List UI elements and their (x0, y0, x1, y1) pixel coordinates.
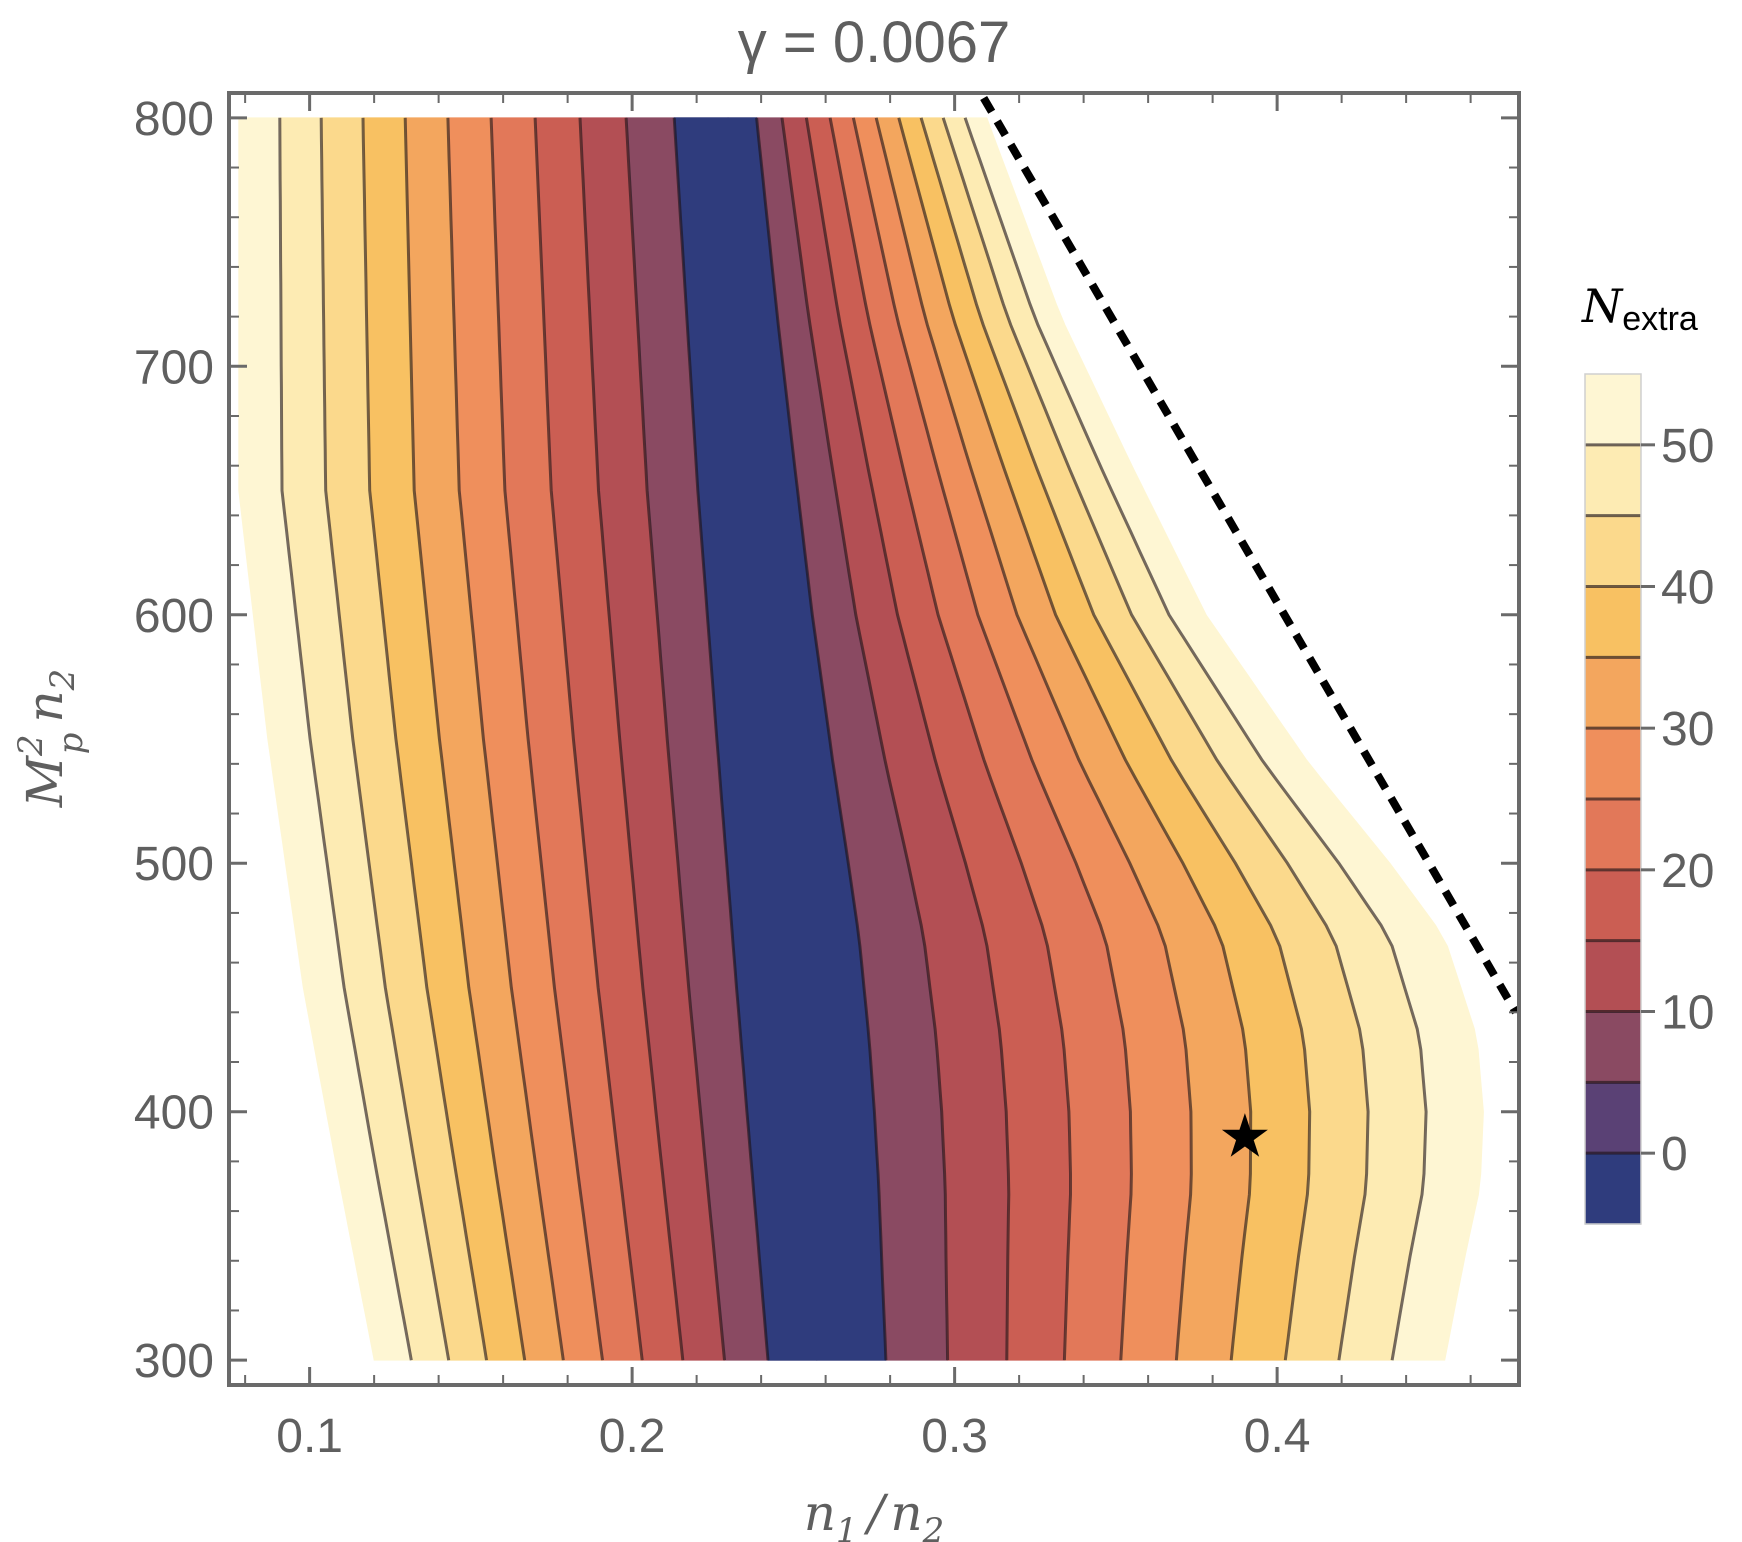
contour-left-0 (672, 117, 770, 1361)
x-label-n1: n (804, 1484, 836, 1542)
colorbar-title-N: N (1581, 279, 1624, 333)
colorbar-title-sub: extra (1622, 300, 1698, 338)
contour-left-45 (278, 117, 413, 1361)
colorbar-swatch (1585, 586, 1641, 658)
star-marker: ★ (1218, 1102, 1272, 1172)
colorbar-tick-label: 50 (1661, 420, 1714, 473)
plot-area: ★ (238, 95, 1519, 1361)
contour-right-20 (851, 117, 1133, 1361)
y-axis-ticks: 300 400 500 600 700 800 (134, 93, 1519, 1388)
colorbar-swatch (1585, 444, 1641, 517)
y-label-M: M (16, 754, 74, 808)
x-tick-label: 0.4 (1244, 1410, 1311, 1463)
y-label-sup: 2 (11, 734, 51, 757)
x-axis-label: n1/n2 (804, 1484, 945, 1542)
plot-frame (227, 91, 1521, 1387)
x-tick-label: 0.1 (276, 1410, 343, 1463)
x-tick-label: 0.2 (599, 1410, 666, 1463)
contour-bands (238, 117, 1484, 1361)
colorbar-frame (1584, 373, 1642, 1225)
contour-left-40 (319, 117, 451, 1361)
contour-left-35 (361, 117, 488, 1361)
contour-left-15 (533, 117, 644, 1361)
contour-right-45 (963, 117, 1428, 1361)
colorbar-swatch (1585, 869, 1641, 942)
colorbar-title: Nextra (1581, 279, 1698, 338)
contour-left-30 (403, 117, 527, 1361)
x-label-sub1: 1 (836, 1511, 858, 1542)
x-label-sep: / (864, 1484, 889, 1542)
y-axis-label: M2pn2 (11, 669, 91, 808)
colorbar-swatch (1585, 728, 1641, 800)
colorbar-swatch (1585, 1082, 1641, 1154)
contour-right-35 (919, 117, 1312, 1361)
dashed-constraint-line (980, 95, 1519, 1015)
colorbar-swatch (1585, 657, 1641, 729)
colorbar-swatch (1585, 799, 1641, 871)
x-label-sub2: 2 (922, 1511, 945, 1542)
contour-lines (278, 117, 1428, 1361)
contour-left-20 (489, 117, 604, 1361)
y-tick-label: 300 (134, 1335, 214, 1388)
y-tick-label: 700 (134, 341, 214, 394)
contour-right-30 (897, 117, 1253, 1361)
colorbar-tick-label: 30 (1661, 703, 1714, 756)
y-tick-label: 400 (134, 1087, 214, 1140)
x-label-n2: n (890, 1484, 922, 1542)
contour-right-15 (828, 117, 1072, 1361)
y-tick-label: 800 (134, 93, 214, 146)
colorbar: Nextra 0 10 20 30 40 50 (1581, 279, 1714, 1225)
colorbar-swatch (1585, 1153, 1641, 1225)
colorbar-swatch (1585, 940, 1641, 1013)
colorbar-swatch (1585, 374, 1641, 446)
x-tick-label: 0.3 (921, 1410, 988, 1463)
contour-right-10 (804, 117, 1011, 1361)
colorbar-swatch (1585, 515, 1641, 588)
contour-right-5 (780, 117, 950, 1361)
y-label-sub2: 2 (43, 669, 83, 692)
contour-right-0 (755, 117, 888, 1361)
x-axis-ticks: 0.1 0.2 0.3 0.4 (244, 93, 1472, 1463)
y-label-sub: p (51, 733, 91, 755)
contour-right-25 (874, 117, 1193, 1361)
colorbar-swatch (1585, 1011, 1641, 1083)
colorbar-scale: 0 10 20 30 40 50 (1584, 373, 1714, 1225)
y-tick-label: 600 (134, 590, 214, 643)
colorbar-tick-label: 40 (1661, 562, 1714, 615)
contour-left-5 (624, 117, 726, 1361)
contour-left-25 (446, 117, 565, 1361)
colorbar-tick-label: 10 (1661, 987, 1714, 1040)
contour-right-40 (941, 117, 1370, 1361)
chart-title: γ = 0.0067 (738, 10, 1011, 75)
contour-left-10 (578, 117, 685, 1361)
y-label-n: n (16, 690, 74, 722)
y-tick-label: 500 (134, 838, 214, 891)
colorbar-tick-label: 0 (1661, 1128, 1688, 1181)
colorbar-tick-label: 20 (1661, 845, 1714, 898)
